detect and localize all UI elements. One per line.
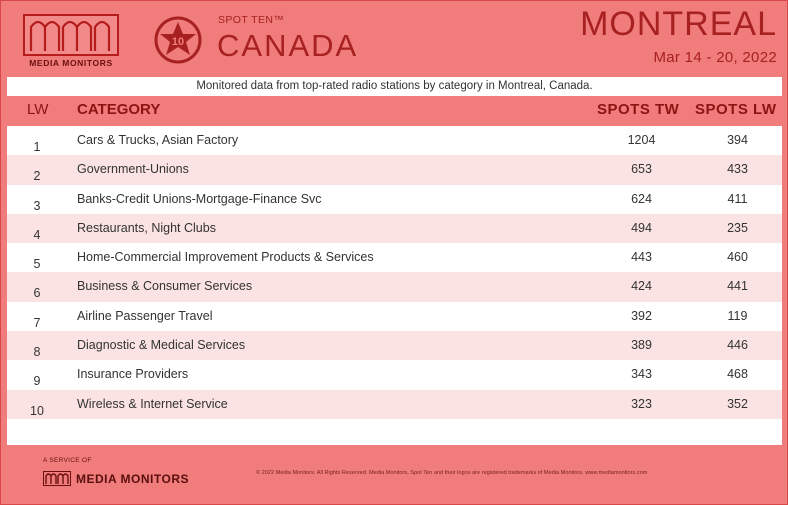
spots-tw-value: 343 <box>631 367 652 382</box>
media-monitors-logo: MEDIA MONITORS <box>23 14 119 68</box>
header-spots-lw: SPOTS LW <box>695 101 777 118</box>
header-category: CATEGORY <box>77 101 161 118</box>
spots-lw-value: 468 <box>727 367 748 382</box>
rank: 5 <box>33 257 41 272</box>
description: Monitored data from top-rated radio stat… <box>7 77 782 96</box>
city-title: MONTREAL <box>580 5 777 43</box>
spots-lw-value: 411 <box>727 191 748 206</box>
logo-text: MEDIA MONITORS <box>29 58 113 68</box>
copyright-text: © 2022 Media Monitors. All Rights Reserv… <box>256 470 648 476</box>
table-row: 1 Cars & Trucks, Asian Factory 1204 394 <box>7 126 782 156</box>
footer-brand-name: MEDIA MONITORS <box>76 472 190 486</box>
date-range: Mar 14 - 20, 2022 <box>653 49 777 66</box>
product-name: SPOT TEN™ <box>218 14 285 26</box>
spots-tw-value: 494 <box>631 220 652 235</box>
rank: 3 <box>33 198 41 213</box>
rank: 8 <box>33 345 41 360</box>
category-name: Government-Unions <box>77 162 189 177</box>
spots-lw-value: 119 <box>727 308 748 323</box>
category-name: Home-Commercial Improvement Products & S… <box>77 250 374 265</box>
badge-number: 10 <box>172 36 184 48</box>
table-row: 8 Diagnostic & Medical Services 389 446 <box>7 331 782 361</box>
table-row: 10 Wireless & Internet Service 323 352 <box>7 389 782 419</box>
header: MEDIA MONITORS 10 SPOT TEN™ CANADA MONTR… <box>1 1 787 77</box>
header-spots-tw: SPOTS TW <box>597 101 680 118</box>
category-name: Airline Passenger Travel <box>77 308 213 323</box>
spots-tw-value: 624 <box>631 191 652 206</box>
category-name: Diagnostic & Medical Services <box>77 338 246 353</box>
table-row: 4 Restaurants, Night Clubs 494 235 <box>7 213 782 244</box>
category-name: Wireless & Internet Service <box>77 396 228 411</box>
category-name: Insurance Providers <box>77 367 189 382</box>
rank: 6 <box>33 286 41 301</box>
rank: 4 <box>33 227 41 242</box>
table-header: LW CATEGORY SPOTS TW SPOTS LW <box>7 96 782 126</box>
category-name: Cars & Trucks, Asian Factory <box>77 133 239 147</box>
rank: 1 <box>33 140 41 154</box>
table-row: 2 Government-Unions 653 433 <box>7 155 782 185</box>
table-row: 7 Airline Passenger Travel 392 119 <box>7 301 782 332</box>
rank: 7 <box>33 315 41 330</box>
spots-tw-value: 1204 <box>627 133 656 147</box>
table-row: 9 Insurance Providers 343 468 <box>7 360 782 390</box>
spots-lw-value: 441 <box>727 279 748 294</box>
waveform-icon <box>29 20 111 51</box>
spots-tw-value: 653 <box>631 162 652 177</box>
spots-lw-value: 235 <box>727 220 748 235</box>
spots-lw-value: 433 <box>727 162 748 177</box>
spots-lw-value: 352 <box>727 396 748 411</box>
spot-ten-badge-icon: 10 <box>153 15 203 65</box>
category-name: Banks-Credit Unions-Mortgage-Finance Svc <box>77 191 322 206</box>
category-name: Business & Consumer Services <box>77 279 253 294</box>
rank: 9 <box>33 374 41 389</box>
spots-lw-value: 460 <box>727 250 748 265</box>
category-table: LW CATEGORY SPOTS TW SPOTS LW 1 Cars & T… <box>7 96 782 445</box>
spots-tw-value: 443 <box>631 250 652 265</box>
media-monitors-logo-mark <box>23 14 119 56</box>
spots-lw-value: 446 <box>727 338 748 353</box>
footer-logo-icon <box>43 471 71 486</box>
table-row: 3 Banks-Credit Unions-Mortgage-Finance S… <box>7 184 782 214</box>
footer: A SERVICE OF MEDIA MONITORS © 2022 Media… <box>1 441 787 504</box>
rank: 2 <box>33 169 41 184</box>
category-name: Restaurants, Night Clubs <box>77 220 216 235</box>
spots-lw-value: 394 <box>727 133 748 147</box>
country-title: CANADA <box>217 28 359 63</box>
spots-tw-value: 323 <box>631 396 652 411</box>
service-label: A SERVICE OF <box>43 457 92 464</box>
rank: 10 <box>30 403 44 418</box>
table-row: 6 Business & Consumer Services 424 441 <box>7 272 782 302</box>
spots-tw-value: 389 <box>631 338 652 353</box>
table-row: 5 Home-Commercial Improvement Products &… <box>7 243 782 273</box>
spots-tw-value: 392 <box>631 308 652 323</box>
spots-tw-value: 424 <box>631 279 652 294</box>
header-lw: LW <box>27 101 49 118</box>
table-spacer <box>7 418 782 445</box>
